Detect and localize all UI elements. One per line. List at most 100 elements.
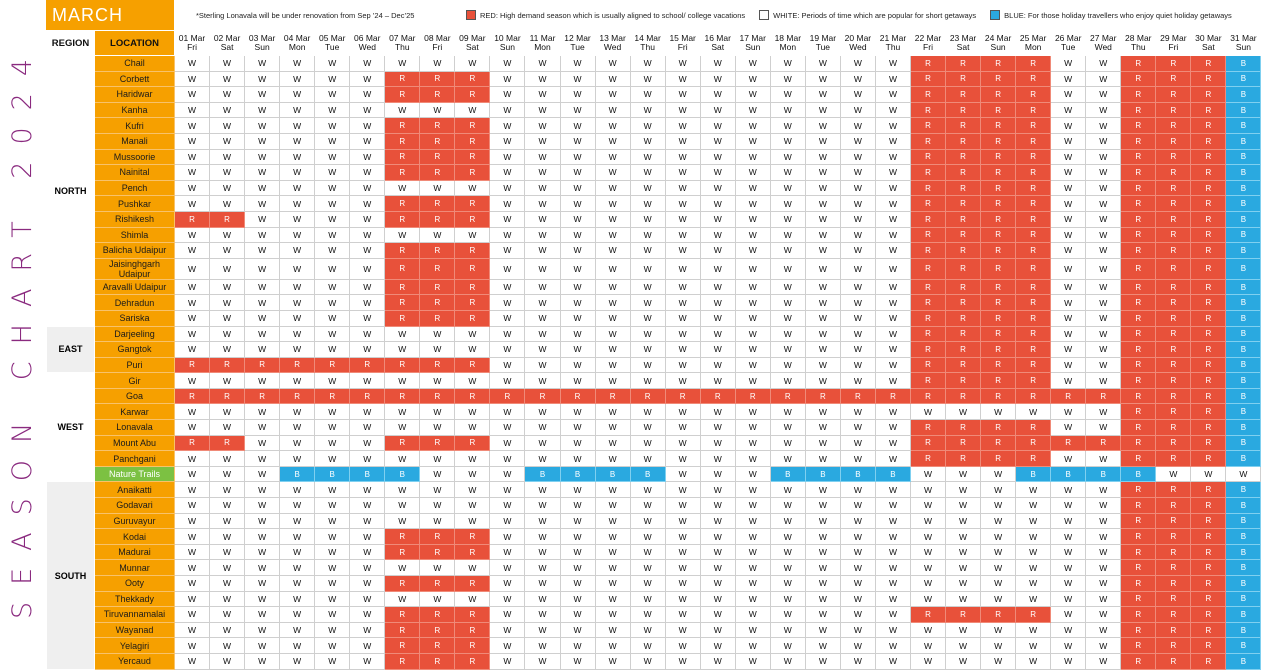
season-cell: R xyxy=(980,387,1017,405)
season-cell: R xyxy=(1155,55,1192,72)
season-cell: W xyxy=(279,606,316,623)
season-cell: W xyxy=(734,210,771,228)
season-cell: B xyxy=(1225,606,1262,623)
season-cell: W xyxy=(874,179,911,197)
day-weekday: Wed xyxy=(358,42,376,52)
season-cell: R xyxy=(1190,481,1227,499)
day-date: 03 Mar xyxy=(248,33,276,43)
season-cell: R xyxy=(980,86,1017,103)
season-cell: W xyxy=(454,465,491,483)
season-cell: W xyxy=(874,621,911,639)
season-cell: W xyxy=(1085,257,1122,280)
season-cell: W xyxy=(804,450,841,467)
season-cell: R xyxy=(419,621,456,639)
season-cell: W xyxy=(1015,575,1052,592)
season-cell: R xyxy=(454,434,491,452)
season-cell: R xyxy=(419,543,456,561)
day-date: 18 Mar xyxy=(774,33,802,43)
season-cell: W xyxy=(209,226,246,244)
location-cell: Godavari xyxy=(94,497,175,514)
season-cell: R xyxy=(1120,403,1157,421)
season-cell: R xyxy=(909,179,947,197)
season-cell: W xyxy=(874,257,911,280)
season-cell: W xyxy=(874,403,911,421)
season-cell: R xyxy=(1155,481,1192,499)
season-cell: W xyxy=(804,543,841,561)
season-cell: W xyxy=(454,450,491,467)
season-cell: W xyxy=(804,70,841,88)
season-cell: R xyxy=(1190,257,1227,280)
season-cell: W xyxy=(734,70,771,88)
season-cell: W xyxy=(559,309,596,327)
season-cell: R xyxy=(1120,242,1157,259)
season-cell: W xyxy=(594,419,631,436)
season-cell: R xyxy=(454,278,491,296)
location-cell: Tiruvannamalai xyxy=(94,606,175,623)
season-cell: W xyxy=(804,419,841,436)
season-cell: W xyxy=(664,55,701,72)
season-cell: W xyxy=(384,101,421,119)
season-cell: W xyxy=(874,341,911,358)
season-cell: R xyxy=(839,387,876,405)
season-cell: R xyxy=(1155,257,1192,280)
day-date: 28 Mar xyxy=(1125,33,1152,43)
season-cell: W xyxy=(874,226,911,244)
season-cell: R xyxy=(1085,387,1122,405)
season-cell: W xyxy=(874,86,911,103)
season-cell: W xyxy=(629,543,666,561)
season-cell: W xyxy=(559,652,596,670)
season-cell: R xyxy=(1120,294,1157,311)
season-cell: R xyxy=(173,210,211,228)
season-cell: W xyxy=(349,341,386,358)
season-cell: R xyxy=(945,117,982,134)
season-cell: W xyxy=(1085,590,1122,608)
season-cell: W xyxy=(804,325,841,343)
season-cell: W xyxy=(664,403,701,421)
day-date: 12 Mar xyxy=(564,33,591,43)
season-cell: W xyxy=(244,164,281,181)
season-cell: W xyxy=(594,294,631,311)
season-cell: W xyxy=(384,325,421,343)
season-cell: R xyxy=(1015,341,1052,358)
season-cell: W xyxy=(489,419,526,436)
season-cell: R xyxy=(1015,372,1052,389)
season-cell: W xyxy=(1015,512,1052,530)
season-cell: W xyxy=(874,559,911,576)
season-cell: R xyxy=(909,278,947,296)
season-cell: R xyxy=(1155,637,1192,654)
season-cell: R xyxy=(384,164,421,181)
season-cell: W xyxy=(594,637,631,654)
season-cell: W xyxy=(559,403,596,421)
season-cell: W xyxy=(454,101,491,119)
season-cell: W xyxy=(1225,465,1262,483)
season-cell: W xyxy=(734,652,771,670)
season-cell: W xyxy=(874,210,911,228)
season-cell: B xyxy=(1225,294,1262,311)
season-cell: W xyxy=(1050,403,1087,421)
season-cell: W xyxy=(699,195,736,212)
day-date: 01 Mar xyxy=(178,33,206,43)
season-cell: W xyxy=(699,226,736,244)
season-cell: W xyxy=(419,481,456,499)
season-cell: W xyxy=(314,512,351,530)
season-cell: W xyxy=(279,148,316,166)
season-cell: R xyxy=(945,325,982,343)
season-cell: W xyxy=(1085,164,1122,181)
season-cell: R xyxy=(1015,132,1052,150)
season-cell: R xyxy=(1190,325,1227,343)
season-cell: W xyxy=(1085,403,1122,421)
season-cell: W xyxy=(244,403,281,421)
season-cell: W xyxy=(699,242,736,259)
season-cell: W xyxy=(804,652,841,670)
season-cell: W xyxy=(279,164,316,181)
day-header: 03 Mar Sun xyxy=(244,30,281,56)
season-cell: W xyxy=(314,341,351,358)
season-cell: W xyxy=(839,559,876,576)
season-cell: W xyxy=(909,528,947,545)
season-cell: W xyxy=(769,606,806,623)
white-swatch-icon xyxy=(759,10,770,20)
day-header: 18 Mar Mon xyxy=(769,30,806,56)
season-cell: W xyxy=(629,325,666,343)
season-cell: W xyxy=(839,356,876,374)
day-weekday: Sun xyxy=(990,42,1006,52)
